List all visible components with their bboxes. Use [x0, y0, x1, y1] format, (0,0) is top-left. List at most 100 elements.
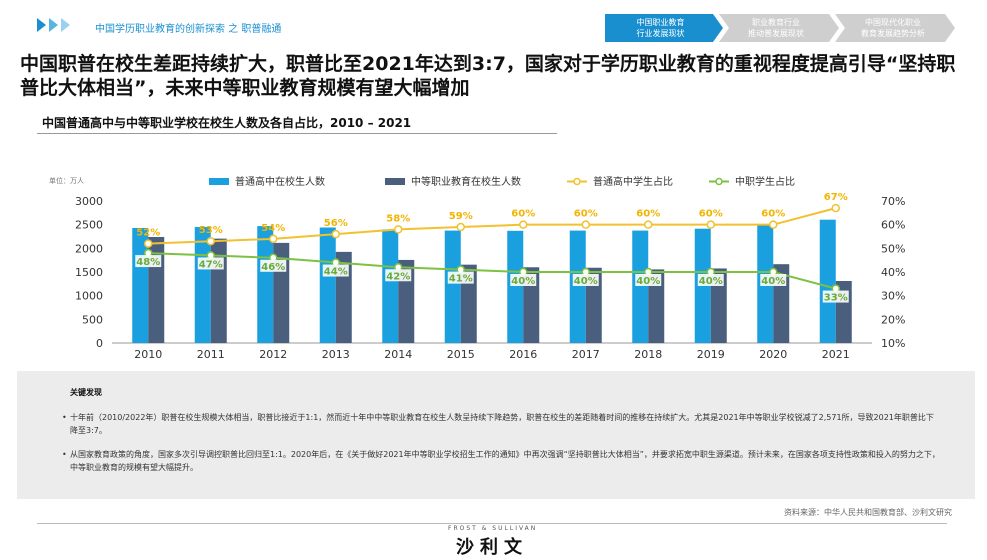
legend-label: 普通高中学生占比 [593, 175, 673, 188]
general-share-point [519, 220, 528, 229]
vocational-share-data-label: 40% [699, 276, 723, 287]
tab-label: 推动普发展现状 [748, 29, 804, 38]
general-share-point [644, 220, 653, 229]
data-label-bg [510, 274, 537, 286]
x-tick-label: 2019 [697, 348, 725, 361]
bar-general-high-school [569, 230, 586, 343]
general-share-data-label: 60% [511, 209, 535, 220]
bar-general-high-school [382, 229, 399, 343]
general-share-point [206, 236, 215, 246]
finding-text: 十年前（2010/2022年）职普在校生规模大体相当，职普比接近于1:1，然而近… [70, 413, 934, 435]
legend-label: 普通高中在校生人数 [235, 175, 325, 188]
y-left-tick-label: 1000 [75, 290, 103, 303]
data-label-bg [822, 290, 849, 303]
tab-label: 中国职业教育 [636, 18, 685, 27]
y-left-tick-label: 2500 [75, 219, 103, 232]
general-share-point [331, 229, 340, 239]
y-right-tick-label: 10% [881, 337, 905, 350]
source-note: 资料来源：中华人民共和国教育部、沙利文研究 [784, 508, 952, 517]
tab-shape [835, 14, 955, 42]
bar-general-high-school [257, 226, 274, 343]
general-share-point [831, 203, 840, 213]
x-tick-label: 2018 [634, 348, 662, 361]
tab-trend-analysis[interactable]: 中国现代化职业 教育发展趋势分析 [843, 14, 943, 42]
logo-text-cn: 沙利文 [456, 537, 528, 558]
general-share-point [456, 222, 465, 232]
y-left-tick-label: 500 [82, 313, 103, 326]
general-share-point [706, 220, 715, 229]
vocational-share-line [148, 252, 837, 290]
legend-label: 中职学生占比 [735, 175, 795, 188]
vocational-share-data-label: 46% [261, 262, 285, 273]
y-left-tick-label: 0 [96, 337, 103, 350]
data-label-bg [197, 257, 224, 270]
x-tick-label: 2012 [259, 348, 287, 361]
y-left-tick-label: 1500 [75, 266, 103, 279]
key-findings-panel [17, 371, 975, 499]
tab-shape [719, 14, 839, 42]
general-share-data-label: 60% [636, 209, 660, 220]
general-share-data-label: 58% [386, 213, 410, 224]
general-share-point [269, 234, 278, 244]
x-tick-label: 2010 [134, 348, 162, 361]
data-label-bg [135, 255, 162, 268]
bar-general-high-school [507, 230, 524, 343]
chevron-icon [49, 18, 58, 32]
x-tick-label: 2015 [447, 348, 475, 361]
bar-general-high-school [819, 219, 836, 343]
tab-industry-status[interactable]: 中国职业教育 行业发展现状 [608, 14, 713, 42]
y-left-tick-label: 2000 [75, 242, 103, 255]
key-findings-title: 关键发现 [70, 388, 102, 397]
x-tick-label: 2020 [759, 348, 787, 361]
divider [37, 523, 947, 524]
bullet: • [62, 413, 67, 422]
vocational-share-data-label: 48% [136, 257, 160, 268]
x-tick-label: 2014 [384, 348, 412, 361]
bar-vocational-school [648, 269, 665, 343]
vocational-share-data-label: 42% [386, 271, 410, 282]
finding-text: 从国家教育政策的角度，国家多次引导调控职普比回归至1:1。2020年后，在《关于… [70, 450, 940, 472]
vocational-share-data-label: 41% [449, 274, 473, 285]
general-share-data-label: 59% [449, 211, 473, 222]
general-share-data-label: 60% [761, 209, 785, 220]
legend-marker [715, 177, 723, 186]
divider [37, 133, 557, 134]
y-right-tick-label: 50% [881, 242, 905, 255]
general-share-point [581, 220, 590, 229]
tab-shape-active [605, 14, 723, 42]
page-title: 中国职普在校生差距持续扩大，职普比至2021年达到3:7，国家对于学历职业教育的… [20, 53, 956, 99]
data-label-bg [447, 271, 474, 284]
y-right-tick-label: 40% [881, 266, 905, 279]
vocational-share-data-label: 40% [574, 276, 598, 287]
vocational-share-data-label: 40% [761, 276, 785, 287]
vocational-share-data-label: 44% [324, 267, 348, 278]
data-label-bg [322, 264, 349, 277]
chart-area: 单位：万人 0 500 1000 1500 2000 2500 3000 10% 20% 30% 40… [37, 141, 947, 368]
general-share-data-label: 56% [324, 218, 348, 229]
unit-label: 单位：万人 [49, 176, 84, 185]
x-tick-label: 2016 [509, 348, 537, 361]
bar-general-high-school [319, 227, 336, 343]
breadcrumb: 中国学历职业教育的创新探索 之 职普融通 [95, 24, 282, 35]
tab-integration-status[interactable]: 职业教育行业 推动普发展现状 [726, 14, 826, 42]
general-share-data-label: 60% [574, 209, 598, 220]
bullet: • [62, 450, 67, 459]
x-tick-label: 2017 [572, 348, 600, 361]
data-label-bg [635, 274, 662, 286]
bar-general-high-school [444, 230, 461, 343]
y-left-tick-label: 3000 [75, 195, 103, 208]
x-tick-label: 2021 [822, 348, 850, 361]
general-share-point [144, 239, 153, 248]
general-share-data-label: 60% [699, 209, 723, 220]
bar-vocational-school [710, 268, 727, 343]
data-label-bg [260, 259, 287, 272]
section-tabs [605, 14, 955, 42]
bar-line-chart: 单位：万人 0 500 1000 1500 2000 2500 3000 10% 20% 30% 40… [49, 175, 905, 361]
y-right-tick-label: 30% [881, 290, 905, 303]
logo-text-en: FROST & SULLIVAN [448, 525, 538, 532]
tab-label: 教育发展趋势分析 [861, 29, 925, 38]
bar-vocational-school [523, 267, 540, 343]
legend-label: 中等职业教育在校生人数 [411, 175, 521, 188]
data-label-bg [385, 269, 412, 282]
general-share-point [394, 225, 403, 234]
